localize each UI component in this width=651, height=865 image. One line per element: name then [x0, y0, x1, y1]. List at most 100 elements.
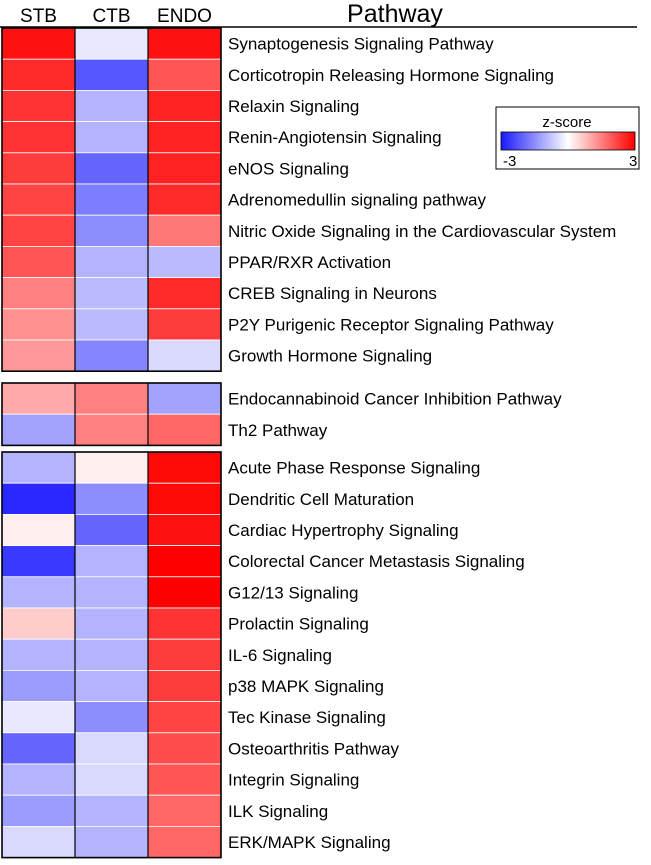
pathway-label: p38 MAPK Signaling [228, 677, 384, 696]
heatmap-cell-endo [147, 245, 222, 278]
heatmap-cell-endo [147, 27, 222, 60]
pathway-label: Th2 Pathway [228, 421, 328, 440]
heatmap-cell-endo [147, 413, 222, 446]
heatmap-cell-stb [1, 576, 76, 609]
heatmap-cell-endo [147, 382, 222, 415]
heatmap-cell-stb [1, 794, 76, 827]
heatmap-cell-endo [147, 701, 222, 734]
heatmap-cell-endo [147, 794, 222, 827]
heatmap-cell-stb [1, 339, 76, 372]
heatmap-cell-ctb [74, 670, 149, 703]
group-border [1, 27, 222, 373]
heatmap-cell-ctb [74, 701, 149, 734]
heatmap-cell-ctb [74, 308, 149, 341]
pathway-label: Cardiac Hypertrophy Signaling [228, 521, 459, 540]
heatmap-cell-endo [147, 732, 222, 765]
heatmap-cell-stb [1, 308, 76, 341]
heatmap-cell-stb [1, 701, 76, 734]
heatmap-cell-endo [147, 545, 222, 578]
heatmap-cell-ctb [74, 58, 149, 91]
heatmap-cell-endo [147, 482, 222, 515]
heatmap-cell-ctb [74, 183, 149, 216]
heatmap-cell-endo [147, 576, 222, 609]
heatmap-cell-ctb [74, 514, 149, 547]
heatmap-cell-endo [147, 308, 222, 341]
heatmap-cell-ctb [74, 214, 149, 247]
pathway-label: Colorectal Cancer Metastasis Signaling [228, 552, 525, 571]
heatmap-cell-stb [1, 638, 76, 671]
group-borders [1, 27, 222, 859]
pathway-label: Integrin Signaling [228, 771, 359, 790]
pathway-label: Nitric Oxide Signaling in the Cardiovasc… [228, 222, 616, 241]
heatmap-cell-stb [1, 514, 76, 547]
heatmap-cell-ctb [74, 152, 149, 185]
pathway-label: Growth Hormone Signaling [228, 347, 432, 366]
column-headers: STB CTB ENDO [20, 6, 212, 27]
heatmap-cell-stb [1, 58, 76, 91]
pathway-label: IL-6 Signaling [228, 646, 332, 665]
group-border [1, 382, 222, 447]
heatmap-cell-ctb [74, 90, 149, 123]
heatmap-cell-ctb [74, 277, 149, 310]
heatmap-cell-stb [1, 90, 76, 123]
heatmap-cell-ctb [74, 27, 149, 60]
heatmap-cell-ctb [74, 732, 149, 765]
heatmap-cell-ctb [74, 451, 149, 484]
pathway-label: Synaptogenesis Signaling Pathway [228, 35, 494, 54]
z-score-legend: z-score -3 3 [495, 106, 640, 170]
heatmap-cell-ctb [74, 763, 149, 796]
pathway-label: P2Y Purigenic Receptor Signaling Pathway [228, 315, 554, 334]
heatmap-cell-ctb [74, 245, 149, 278]
heatmap-cell-endo [147, 90, 222, 123]
heatmap-cell-endo [147, 339, 222, 372]
heatmap-cell-ctb [74, 826, 149, 859]
heatmap-cell-stb [1, 27, 76, 60]
heatmap-cell-ctb [74, 545, 149, 578]
heatmap-cell-ctb [74, 794, 149, 827]
column-header-ctb: CTB [93, 6, 131, 27]
pathway-label: Prolactin Signaling [228, 615, 369, 634]
heatmap-cell-endo [147, 763, 222, 796]
heatmap-cell-stb [1, 382, 76, 415]
heatmap-cell-stb [1, 670, 76, 703]
heatmap-cell-endo [147, 670, 222, 703]
heatmap-cell-stb [1, 826, 76, 859]
pathway-header: Pathway [347, 0, 443, 28]
pathway-label: Renin-Angiotensin Signaling [228, 128, 442, 147]
heatmap-cell-endo [147, 152, 222, 185]
pathway-label: eNOS Signaling [228, 159, 349, 178]
legend-max-label: 3 [629, 153, 637, 170]
pathway-label: Endocannabinoid Cancer Inhibition Pathwa… [228, 390, 562, 409]
heatmap-cell-stb [1, 482, 76, 515]
pathway-labels: Synaptogenesis Signaling Pathway Corticot… [228, 35, 616, 852]
heatmap-cell-endo [147, 121, 222, 154]
heatmap-cell-endo [147, 214, 222, 247]
pathway-label: ILK Signaling [228, 802, 328, 821]
heatmap-cell-stb [1, 214, 76, 247]
legend-colorbar [500, 131, 636, 151]
pathway-label: Tec Kinase Signaling [228, 708, 386, 727]
pathway-label: Osteoarthritis Pathway [228, 739, 400, 758]
heatmap-cell-stb [1, 413, 76, 446]
heatmap-cell-stb [1, 152, 76, 185]
heatmap-cell-stb [1, 121, 76, 154]
column-header-stb: STB [20, 6, 57, 27]
heatmap-cell-ctb [74, 382, 149, 415]
heatmap-cell-endo [147, 638, 222, 671]
legend-title: z-score [542, 114, 591, 131]
legend-min-label: -3 [503, 153, 516, 170]
heatmap-cell-ctb [74, 482, 149, 515]
heatmap-cell-ctb [74, 339, 149, 372]
heatmap-cell-ctb [74, 607, 149, 640]
heatmap-cell-ctb [74, 413, 149, 446]
heatmap-cell-ctb [74, 576, 149, 609]
pathway-label: CREB Signaling in Neurons [228, 284, 437, 303]
heatmap-cell-endo [147, 514, 222, 547]
heatmap-cell-ctb [74, 121, 149, 154]
pathway-label: Dendritic Cell Maturation [228, 490, 414, 509]
heatmap-cell-endo [147, 826, 222, 859]
heatmap-cell-ctb [74, 638, 149, 671]
pathway-label: G12/13 Signaling [228, 583, 358, 602]
heatmap-cell-endo [147, 277, 222, 310]
